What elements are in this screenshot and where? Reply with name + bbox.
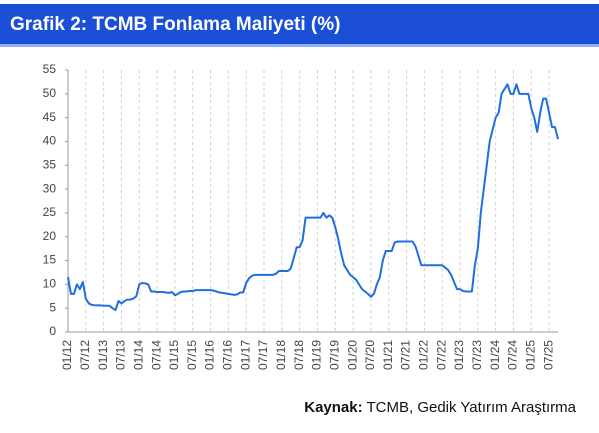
x-tick-label: 07/14: [149, 340, 163, 370]
chart-title: Grafik 2: TCMB Fonlama Maliyeti (%): [10, 14, 340, 35]
x-tick-label: 01/19: [310, 340, 324, 370]
x-tick-label: 07/20: [363, 340, 377, 370]
x-tick-label: 07/22: [434, 340, 448, 370]
y-tick-label: 5: [49, 300, 56, 314]
source: Kaynak: TCMB, Gedik Yatırım Araştırma: [304, 399, 576, 416]
x-tick-label: 07/13: [114, 340, 128, 370]
header-bar: [0, 4, 599, 44]
x-tick-label: 07/23: [470, 340, 484, 370]
y-tick-label: 50: [43, 86, 57, 100]
source-label: Kaynak:: [304, 399, 362, 416]
y-tick-label: 35: [43, 157, 57, 171]
x-tick-label: 07/24: [506, 340, 520, 370]
x-tick-label: 07/18: [292, 340, 306, 370]
x-tick-label: 01/23: [452, 340, 466, 370]
x-tick-label: 01/12: [60, 340, 74, 370]
y-tick-label: 55: [43, 62, 57, 76]
source-text: TCMB, Gedik Yatırım Araştırma: [367, 399, 577, 416]
x-tick-label: 01/22: [417, 340, 431, 370]
x-tick-label: 07/12: [78, 340, 92, 370]
x-tick-label: 01/13: [96, 340, 110, 370]
x-tick-label: 01/20: [345, 340, 359, 370]
y-tick-label: 10: [43, 277, 57, 291]
x-tick-label: 07/25: [541, 340, 555, 370]
x-tick-label: 01/16: [203, 340, 217, 370]
x-tick-label: 07/17: [256, 340, 270, 370]
x-tick-label: 01/25: [523, 340, 537, 370]
data-line: [67, 83, 559, 312]
y-tick-label: 30: [43, 181, 57, 195]
x-tick-label: 01/18: [274, 340, 288, 370]
y-tick-label: 40: [43, 134, 57, 148]
header-border: [0, 44, 599, 47]
x-tick-label: 01/21: [381, 340, 395, 370]
y-tick-label: 45: [43, 110, 57, 124]
y-tick-label: 15: [43, 253, 57, 267]
y-tick-label: 25: [43, 205, 57, 219]
x-tick-label: 07/19: [327, 340, 341, 370]
y-tick-label: 0: [49, 324, 56, 338]
x-tick-label: 01/14: [131, 340, 145, 370]
x-tick-label: 01/24: [488, 340, 502, 370]
x-tick-label: 01/15: [167, 340, 181, 370]
x-tick-label: 07/16: [221, 340, 235, 370]
y-tick-label: 20: [43, 229, 57, 243]
x-tick-label: 07/21: [399, 340, 413, 370]
x-tick-label: 07/15: [185, 340, 199, 370]
x-tick-label: 01/17: [238, 340, 252, 370]
